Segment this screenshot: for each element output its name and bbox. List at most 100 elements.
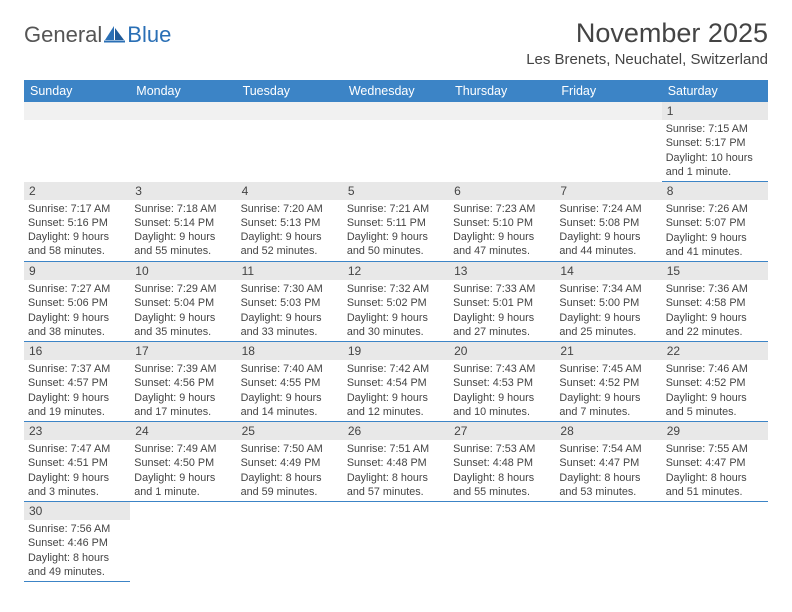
- day-cell: 8Sunrise: 7:26 AMSunset: 5:07 PMDaylight…: [662, 182, 768, 262]
- sail-icon: [104, 23, 126, 49]
- day-number-bar: 21: [555, 342, 661, 360]
- sunrise-line: Sunrise: 7:54 AM: [559, 442, 657, 456]
- day-number-bar: 27: [449, 422, 555, 440]
- sunset-line: Sunset: 5:02 PM: [347, 296, 445, 310]
- day-body: Sunrise: 7:20 AMSunset: 5:13 PMDaylight:…: [237, 200, 343, 261]
- day-number-bar: 10: [130, 262, 236, 280]
- weekday-header: Sunday: [24, 80, 130, 102]
- empty-cell: [449, 502, 555, 582]
- calendar-body: 1Sunrise: 7:15 AMSunset: 5:17 PMDaylight…: [24, 102, 768, 582]
- day-body: Sunrise: 7:36 AMSunset: 4:58 PMDaylight:…: [662, 280, 768, 341]
- calendar-row: 2Sunrise: 7:17 AMSunset: 5:16 PMDaylight…: [24, 182, 768, 262]
- calendar-row: 23Sunrise: 7:47 AMSunset: 4:51 PMDayligh…: [24, 422, 768, 502]
- sunset-line: Sunset: 4:53 PM: [453, 376, 551, 390]
- daylight-line: Daylight: 9 hours and 17 minutes.: [134, 391, 232, 420]
- day-body: Sunrise: 7:23 AMSunset: 5:10 PMDaylight:…: [449, 200, 555, 261]
- daylight-line: Daylight: 9 hours and 10 minutes.: [453, 391, 551, 420]
- day-cell: 9Sunrise: 7:27 AMSunset: 5:06 PMDaylight…: [24, 262, 130, 342]
- day-number-bar: 4: [237, 182, 343, 200]
- weekday-header: Wednesday: [343, 80, 449, 102]
- day-body: Sunrise: 7:53 AMSunset: 4:48 PMDaylight:…: [449, 440, 555, 501]
- brand-general: General: [24, 22, 102, 48]
- weekday-header: Thursday: [449, 80, 555, 102]
- daylight-line: Daylight: 9 hours and 52 minutes.: [241, 230, 339, 259]
- day-body: Sunrise: 7:33 AMSunset: 5:01 PMDaylight:…: [449, 280, 555, 341]
- sunrise-line: Sunrise: 7:49 AM: [134, 442, 232, 456]
- day-cell: 10Sunrise: 7:29 AMSunset: 5:04 PMDayligh…: [130, 262, 236, 342]
- daylight-line: Daylight: 9 hours and 55 minutes.: [134, 230, 232, 259]
- day-number-bar: 8: [662, 182, 768, 200]
- sunset-line: Sunset: 5:07 PM: [666, 216, 764, 230]
- sunset-line: Sunset: 4:56 PM: [134, 376, 232, 390]
- weekday-header: Tuesday: [237, 80, 343, 102]
- sunrise-line: Sunrise: 7:39 AM: [134, 362, 232, 376]
- day-number-bar: 22: [662, 342, 768, 360]
- sunrise-line: Sunrise: 7:30 AM: [241, 282, 339, 296]
- sunrise-line: Sunrise: 7:20 AM: [241, 202, 339, 216]
- daylight-line: Daylight: 9 hours and 38 minutes.: [28, 311, 126, 340]
- day-number-bar: 7: [555, 182, 661, 200]
- daylight-line: Daylight: 9 hours and 58 minutes.: [28, 230, 126, 259]
- daylight-line: Daylight: 9 hours and 35 minutes.: [134, 311, 232, 340]
- sunset-line: Sunset: 4:48 PM: [347, 456, 445, 470]
- daylight-line: Daylight: 9 hours and 30 minutes.: [347, 311, 445, 340]
- day-body: Sunrise: 7:51 AMSunset: 4:48 PMDaylight:…: [343, 440, 449, 501]
- daylight-line: Daylight: 9 hours and 3 minutes.: [28, 471, 126, 500]
- sunrise-line: Sunrise: 7:55 AM: [666, 442, 764, 456]
- day-cell: 30Sunrise: 7:56 AMSunset: 4:46 PMDayligh…: [24, 502, 130, 582]
- daylight-line: Daylight: 9 hours and 41 minutes.: [666, 231, 764, 260]
- sunset-line: Sunset: 4:46 PM: [28, 536, 126, 550]
- day-body: Sunrise: 7:42 AMSunset: 4:54 PMDaylight:…: [343, 360, 449, 421]
- daylight-line: Daylight: 9 hours and 33 minutes.: [241, 311, 339, 340]
- sunrise-line: Sunrise: 7:53 AM: [453, 442, 551, 456]
- day-cell: 1Sunrise: 7:15 AMSunset: 5:17 PMDaylight…: [662, 102, 768, 182]
- sunset-line: Sunset: 4:48 PM: [453, 456, 551, 470]
- day-number-bar: [555, 102, 661, 120]
- weekday-header-row: SundayMondayTuesdayWednesdayThursdayFrid…: [24, 80, 768, 102]
- sunrise-line: Sunrise: 7:18 AM: [134, 202, 232, 216]
- day-cell: 13Sunrise: 7:33 AMSunset: 5:01 PMDayligh…: [449, 262, 555, 342]
- day-body: Sunrise: 7:54 AMSunset: 4:47 PMDaylight:…: [555, 440, 661, 501]
- day-body: Sunrise: 7:17 AMSunset: 5:16 PMDaylight:…: [24, 200, 130, 261]
- sunset-line: Sunset: 5:10 PM: [453, 216, 551, 230]
- day-body: Sunrise: 7:39 AMSunset: 4:56 PMDaylight:…: [130, 360, 236, 421]
- sunset-line: Sunset: 5:14 PM: [134, 216, 232, 230]
- sunset-line: Sunset: 4:50 PM: [134, 456, 232, 470]
- day-number-bar: 20: [449, 342, 555, 360]
- day-number-bar: [24, 102, 130, 120]
- empty-cell: [343, 102, 449, 182]
- day-cell: 18Sunrise: 7:40 AMSunset: 4:55 PMDayligh…: [237, 342, 343, 422]
- day-number-bar: 30: [24, 502, 130, 520]
- day-number-bar: 29: [662, 422, 768, 440]
- page-header: General Blue November 2025 Les Brenets, …: [0, 0, 792, 72]
- daylight-line: Daylight: 9 hours and 25 minutes.: [559, 311, 657, 340]
- day-cell: 12Sunrise: 7:32 AMSunset: 5:02 PMDayligh…: [343, 262, 449, 342]
- day-body: Sunrise: 7:40 AMSunset: 4:55 PMDaylight:…: [237, 360, 343, 421]
- daylight-line: Daylight: 9 hours and 47 minutes.: [453, 230, 551, 259]
- day-body: Sunrise: 7:15 AMSunset: 5:17 PMDaylight:…: [662, 120, 768, 181]
- sunset-line: Sunset: 5:01 PM: [453, 296, 551, 310]
- sunrise-line: Sunrise: 7:34 AM: [559, 282, 657, 296]
- sunset-line: Sunset: 5:17 PM: [666, 136, 764, 150]
- sunset-line: Sunset: 4:57 PM: [28, 376, 126, 390]
- month-title: November 2025: [526, 18, 768, 49]
- empty-cell: [130, 102, 236, 182]
- day-number-bar: 11: [237, 262, 343, 280]
- day-number-bar: 6: [449, 182, 555, 200]
- day-body: Sunrise: 7:46 AMSunset: 4:52 PMDaylight:…: [662, 360, 768, 421]
- sunset-line: Sunset: 5:03 PM: [241, 296, 339, 310]
- day-cell: 11 Sunrise: 7:30 AMSunset: 5:03 PMDayligh…: [237, 262, 343, 342]
- daylight-line: Daylight: 8 hours and 57 minutes.: [347, 471, 445, 500]
- calendar-row: 9Sunrise: 7:27 AMSunset: 5:06 PMDaylight…: [24, 262, 768, 342]
- title-block: November 2025 Les Brenets, Neuchatel, Sw…: [526, 18, 768, 68]
- day-body: Sunrise: 7:37 AMSunset: 4:57 PMDaylight:…: [24, 360, 130, 421]
- day-cell: 20Sunrise: 7:43 AMSunset: 4:53 PMDayligh…: [449, 342, 555, 422]
- day-cell: 3Sunrise: 7:18 AMSunset: 5:14 PMDaylight…: [130, 182, 236, 262]
- day-body: Sunrise: 7:24 AMSunset: 5:08 PMDaylight:…: [555, 200, 661, 261]
- sunrise-line: Sunrise: 7:50 AM: [241, 442, 339, 456]
- sunset-line: Sunset: 5:13 PM: [241, 216, 339, 230]
- day-number-bar: 15: [662, 262, 768, 280]
- sunrise-line: Sunrise: 7:45 AM: [559, 362, 657, 376]
- sunrise-line: Sunrise: 7:24 AM: [559, 202, 657, 216]
- calendar-row: 30Sunrise: 7:56 AMSunset: 4:46 PMDayligh…: [24, 502, 768, 582]
